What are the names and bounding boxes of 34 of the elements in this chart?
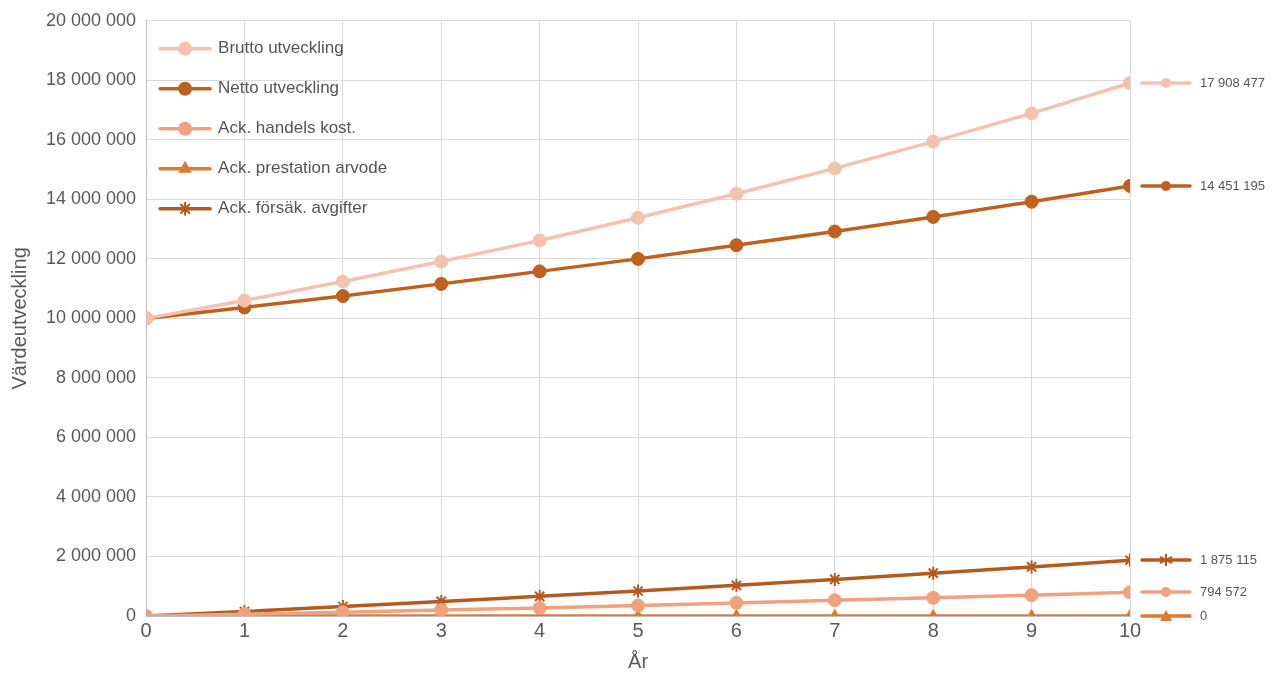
data-label: 0 <box>1200 607 1208 623</box>
x-tick-label: 6 <box>730 618 742 641</box>
legend-label: Ack. handels kost. <box>218 118 357 138</box>
y-tick-label: 8 000 000 <box>56 366 137 387</box>
x-tick-label: 3 <box>435 618 447 641</box>
x-tick-label: 7 <box>829 618 841 641</box>
y-tick-label: 0 <box>126 604 137 625</box>
y-tick-label: 16 000 000 <box>45 128 137 149</box>
x-tick-label: 4 <box>534 618 546 641</box>
x-tick-label: 2 <box>337 618 349 641</box>
y-tick-label: 10 000 000 <box>45 307 137 328</box>
y-tick-label: 6 000 000 <box>56 426 137 447</box>
x-tick-label: 1 <box>238 618 251 641</box>
legend-label: Netto utveckling <box>218 78 340 98</box>
y-tick-label: 20 000 000 <box>45 9 137 30</box>
data-label: 794 572 <box>1200 583 1247 599</box>
y-tick-label: 14 000 000 <box>45 188 137 209</box>
legend-label: Ack. prestation arvode <box>218 158 388 178</box>
y-tick-label: 18 000 000 <box>45 69 137 90</box>
data-label: 1 875 115 <box>1200 551 1257 567</box>
y-axis-title: Värdeutveckling <box>7 247 30 390</box>
x-axis-title: År <box>628 649 649 672</box>
data-label: 14 451 195 <box>1200 177 1266 193</box>
data-label: 17 908 477 <box>1200 74 1266 90</box>
y-tick-label: 12 000 000 <box>45 247 137 268</box>
x-tick-label: 9 <box>1026 618 1038 641</box>
x-tick-label: 10 <box>1118 618 1142 641</box>
legend-label: Brutto utveckling <box>218 38 344 58</box>
x-tick-label: 8 <box>927 618 939 641</box>
y-tick-label: 4 000 000 <box>56 485 137 506</box>
legend-label: Ack. försäk. avgifter <box>218 198 368 218</box>
x-tick-label: 5 <box>632 618 644 641</box>
x-tick-label: 0 <box>140 618 152 641</box>
y-tick-label: 2 000 000 <box>56 545 137 566</box>
